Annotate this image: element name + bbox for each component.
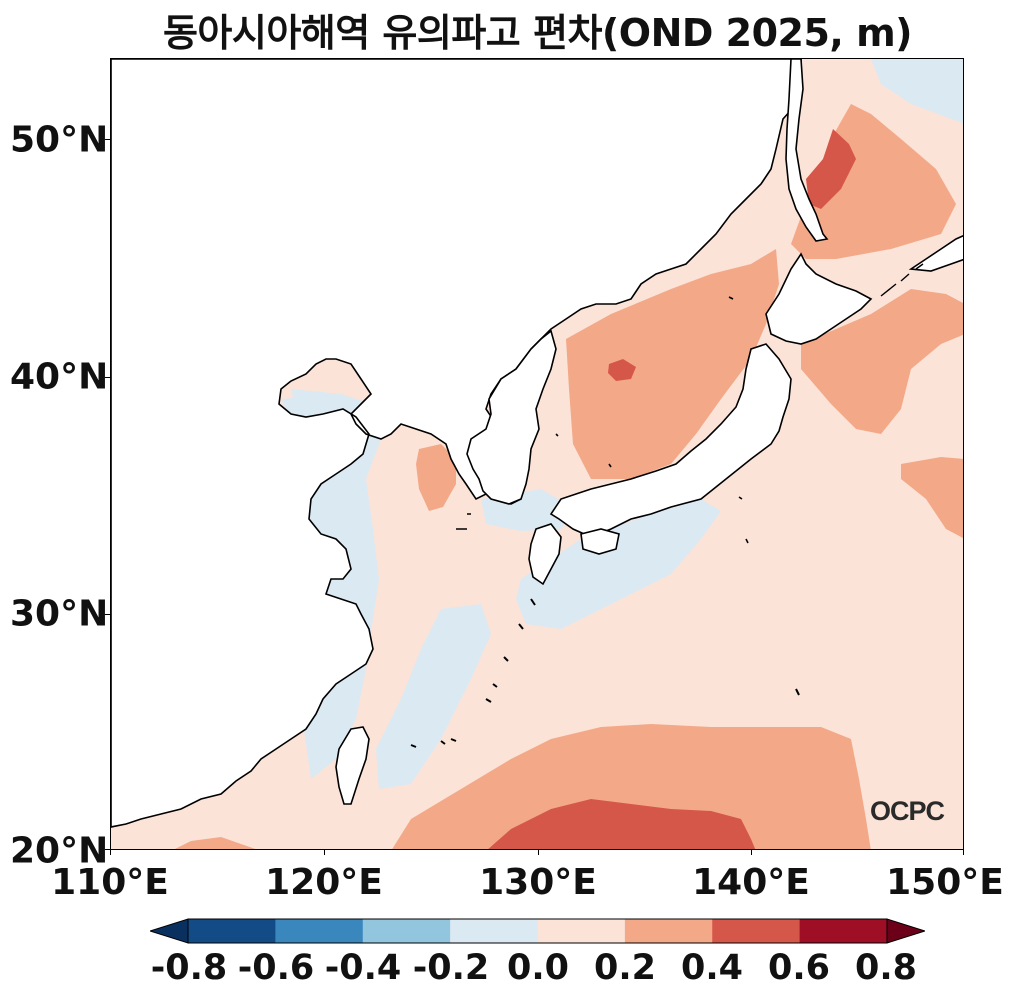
colorbar-swatch <box>275 919 364 943</box>
lon-label-120e: 120°E <box>265 862 383 903</box>
anomaly-neg-east-china-sea <box>376 604 491 789</box>
lon-tick-130e <box>538 850 539 855</box>
lon-label-140e: 140°E <box>692 862 810 903</box>
colorbar-label-neg02: -0.2 <box>412 948 490 988</box>
anomaly-neg-northeast-corner <box>871 59 963 124</box>
anomaly-pos-strong-south <box>488 799 756 849</box>
lon-tick-150e <box>963 850 964 855</box>
land-kamchatka-edge <box>908 235 963 272</box>
colorbar-label-zero: 0.0 <box>506 948 569 988</box>
lon-tick-110e <box>110 850 111 855</box>
colorbar-extend-low <box>150 918 189 944</box>
land-taiwan <box>335 726 370 805</box>
land-sakhalin <box>785 59 829 242</box>
colorbar-swatch <box>450 919 539 943</box>
lon-tick-140e <box>751 850 752 855</box>
colorbar-label-pos04: 0.4 <box>680 948 743 988</box>
lat-label-30n: 30°N <box>10 593 109 635</box>
colorbar-label-neg04: -0.4 <box>324 948 402 988</box>
colorbar-swatch <box>188 919 276 943</box>
land-korea <box>466 329 557 505</box>
anomaly-pos-yellow-sea-patch <box>416 444 456 511</box>
land-japan-shikoku <box>580 528 620 555</box>
colorbar <box>150 918 925 944</box>
anomaly-pos-sea-of-japan <box>566 249 779 479</box>
anomaly-map <box>110 58 964 850</box>
colorbar-swatches <box>188 919 888 943</box>
lat-tick-20n <box>105 849 110 850</box>
land-japan-hokkaido <box>765 252 873 345</box>
anomaly-pos-south-china-sea <box>175 837 256 849</box>
land-korean-islands <box>456 296 749 544</box>
colorbar-swatch <box>362 919 451 943</box>
lon-label-150e: 150°E <box>886 862 1004 903</box>
colorbar-swatch <box>712 919 801 943</box>
land-japan-kyushu <box>528 523 562 586</box>
colorbar-outline <box>187 918 888 944</box>
lon-label-130e: 130°E <box>479 862 597 903</box>
land-ryukyu-islands <box>410 598 800 748</box>
land-japan-honshu <box>549 343 792 538</box>
colorbar-extend-high <box>886 918 925 944</box>
colorbar-swatch <box>537 919 626 943</box>
ocpc-logo: OCPC <box>870 796 945 826</box>
anomaly-pos-strong-okhotsk <box>806 129 856 209</box>
colorbar-label-neg08: -0.8 <box>150 948 228 988</box>
colorbar-swatch <box>624 919 713 943</box>
lon-label-110e: 110°E <box>51 862 169 903</box>
anomaly-map-svg <box>111 59 963 849</box>
lat-tick-40n <box>105 377 110 378</box>
lat-label-50n: 50°N <box>10 119 109 161</box>
lat-tick-30n <box>105 614 110 615</box>
lat-tick-50n <box>105 139 110 140</box>
map-title: 동아시아해역 유의파고 편차(OND 2025, m) <box>162 11 913 55</box>
colorbar-label-neg06: -0.6 <box>237 948 315 988</box>
colorbar-label-pos02: 0.2 <box>593 948 656 988</box>
colorbar-label-pos06: 0.6 <box>767 948 830 988</box>
anomaly-neg-south-japan <box>516 499 721 629</box>
lon-tick-120e <box>324 850 325 855</box>
colorbar-swatch <box>799 919 888 943</box>
anomaly-pos-east-edge <box>901 457 963 538</box>
lat-label-40n: 40°N <box>10 356 109 398</box>
colorbar-label-pos08: 0.8 <box>854 948 917 988</box>
anomaly-pos-kuril <box>801 289 963 434</box>
lat-label-20n: 20°N <box>10 830 109 872</box>
land-asia-mainland <box>111 59 802 828</box>
anomaly-pos-strong-sea-of-japan <box>608 359 636 381</box>
land-kuril-islands <box>880 263 924 297</box>
anomaly-pos-south-pacific <box>392 724 871 849</box>
